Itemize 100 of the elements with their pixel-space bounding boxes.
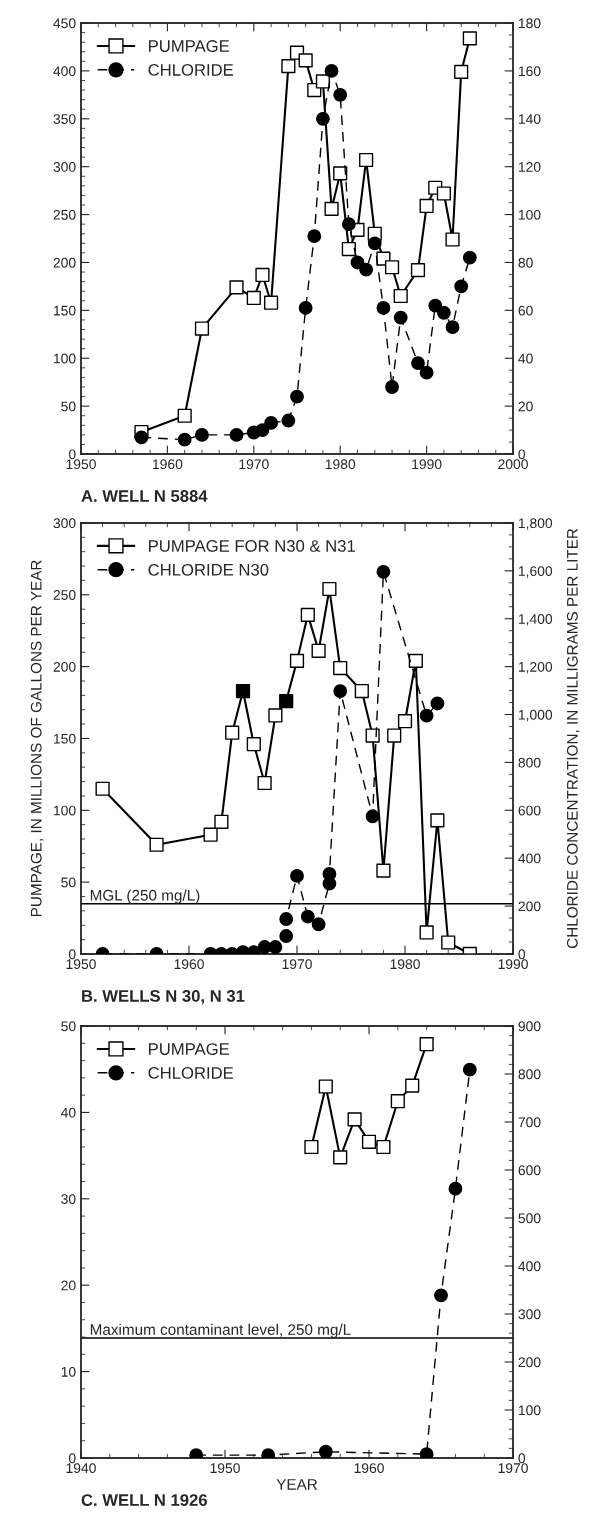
point — [385, 380, 399, 394]
point — [430, 696, 445, 711]
y2-tick-label: 200 — [518, 901, 541, 912]
point — [359, 262, 374, 277]
point — [263, 295, 279, 310]
point — [194, 321, 210, 336]
y-tick-label: 30 — [61, 1194, 76, 1204]
y-tick-label: 0 — [68, 949, 76, 960]
point — [315, 74, 331, 89]
point — [229, 280, 244, 295]
y2-tick-label: 20 — [518, 401, 533, 412]
point — [419, 708, 434, 723]
x-tick-label: 1980 — [390, 959, 420, 970]
point — [229, 427, 244, 442]
point — [316, 111, 330, 126]
text: B. WELLS N 30, N 31 — [82, 990, 245, 1005]
text: C. WELL N 1926 — [81, 1494, 207, 1506]
point — [324, 63, 339, 78]
point — [255, 423, 270, 438]
ref-line-label: Maximum contaminant level, 250 mg/L — [90, 1323, 351, 1338]
y2-tick-label: 120 — [518, 162, 541, 172]
point — [419, 198, 434, 214]
y2-tick-label: 300 — [518, 1309, 541, 1320]
text: A. WELL N 5884 — [81, 490, 208, 502]
y-tick-label: 450 — [53, 18, 76, 29]
point — [279, 912, 294, 926]
point — [376, 1139, 391, 1155]
point — [376, 564, 391, 579]
legend-label: PUMPAGE — [149, 1043, 230, 1055]
y2-tick-label: 800 — [518, 1069, 541, 1080]
y2-tick-label: 600 — [518, 805, 541, 816]
point — [393, 288, 408, 304]
y2-tick-label: 100 — [518, 1405, 541, 1416]
y2-tick-label: 600 — [518, 1165, 541, 1176]
y-tick-label: 100 — [54, 353, 76, 364]
point — [419, 1447, 434, 1458]
x-tick-label: 1990 — [498, 959, 528, 970]
point — [290, 389, 304, 404]
point — [290, 868, 304, 883]
point — [246, 290, 261, 306]
point — [333, 684, 348, 698]
y-tick-label: 350 — [53, 114, 76, 124]
point — [436, 305, 451, 320]
y2-tick-label: 160 — [518, 66, 541, 77]
y2-tick-label: 60 — [518, 305, 533, 316]
y2-tick-label: 180 — [518, 18, 541, 29]
y2-tick-label: 1,800 — [518, 518, 553, 530]
point — [333, 87, 348, 102]
point — [365, 809, 380, 824]
legend-label: CHLORIDE N30 — [148, 563, 269, 576]
y-tick-label: 40 — [61, 1107, 76, 1118]
point — [393, 310, 408, 325]
point — [445, 320, 460, 335]
point — [347, 1112, 362, 1127]
y2-tick-label: 700 — [518, 1117, 541, 1128]
x-tick-label: 1950 — [66, 459, 96, 470]
point — [454, 64, 469, 79]
point — [304, 1139, 319, 1155]
point — [255, 267, 270, 283]
point — [390, 1094, 405, 1109]
point — [257, 940, 272, 954]
point — [311, 917, 326, 932]
point — [384, 260, 400, 275]
point — [411, 356, 425, 370]
point — [322, 867, 337, 881]
y-tick-label: 250 — [53, 209, 76, 220]
point — [318, 1079, 333, 1094]
y2-axis-title: CHLORIDE CONCENTRATION, IN MILLIGRAMS PER LITER — [566, 528, 580, 949]
y-tick-label: 50 — [61, 401, 76, 412]
y2-tick-label: 400 — [518, 1261, 541, 1272]
point — [298, 53, 313, 68]
point — [367, 236, 382, 251]
point — [268, 940, 283, 954]
y-tick-label: 150 — [54, 733, 76, 744]
y-tick-label: 20 — [61, 1280, 76, 1291]
point — [448, 1181, 463, 1196]
y-tick-label: 50 — [61, 1021, 76, 1032]
y2-tick-label: 100 — [518, 209, 541, 220]
y2-tick-label: 140 — [518, 114, 541, 124]
y2-tick-label: 400 — [518, 853, 541, 864]
x-tick-label: 1960 — [174, 959, 204, 970]
point — [436, 186, 451, 201]
y-tick-label: 200 — [53, 661, 76, 672]
x-tick-label: 1950 — [66, 959, 96, 970]
x-tick-label: 1940 — [66, 1463, 96, 1474]
y2-tick-label: 80 — [518, 257, 533, 268]
y-tick-label: 0 — [68, 1453, 76, 1464]
point — [177, 432, 192, 447]
point — [462, 31, 477, 46]
y2-tick-label: 0 — [518, 1453, 526, 1464]
x-tick-label: 2000 — [498, 459, 528, 470]
point — [419, 365, 434, 380]
y2-tick-label: 800 — [518, 757, 541, 768]
point — [341, 241, 356, 257]
point — [307, 229, 322, 244]
y-tick-label: 10 — [61, 1366, 76, 1377]
y-axis-title: PUMPAGE, IN MILLIONS OF GALLONS PER YEAR — [30, 560, 44, 917]
point — [359, 152, 374, 168]
y-tick-label: 300 — [53, 518, 76, 529]
y-tick-label: 250 — [53, 590, 76, 600]
